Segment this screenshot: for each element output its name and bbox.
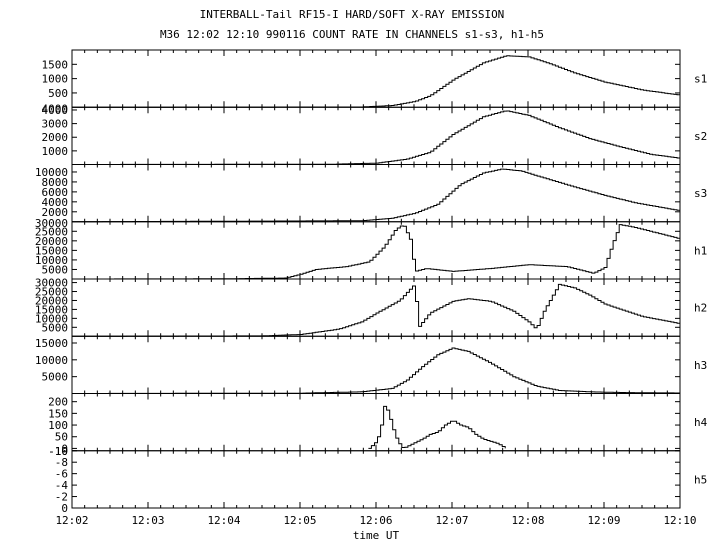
panel-h3: 5000 10000 15000 h3 bbox=[35, 335, 707, 394]
x-tick-label: 12:09 bbox=[587, 514, 620, 527]
y-tick-label: 10000 bbox=[35, 354, 68, 367]
y-tick-label: 20000 bbox=[35, 294, 68, 307]
y-tick-label: 100 bbox=[48, 419, 68, 432]
y-tick-label: 4000 bbox=[42, 104, 69, 117]
series-label: h5 bbox=[694, 473, 707, 486]
series-label: s2 bbox=[694, 130, 707, 143]
y-tick-label: 0 bbox=[61, 442, 68, 455]
chart-title: INTERBALL-Tail RF15-I HARD/SOFT X-RAY EM… bbox=[200, 8, 505, 21]
y-tick-label: 500 bbox=[48, 87, 68, 100]
y-tick-label: 25000 bbox=[35, 286, 68, 299]
y-tick-label: -10 bbox=[48, 445, 68, 458]
chart-subtitle: M36 12:02 12:10 990116 COUNT RATE IN CHA… bbox=[160, 28, 544, 41]
x-axis: 12:02 12:03 12:04 12:05 12:06 12:07 12:08 12:09… bbox=[55, 514, 696, 527]
y-tick-label: 0 bbox=[61, 502, 68, 515]
y-tick-label: 20000 bbox=[35, 235, 68, 248]
y-tick-label: 1000 bbox=[42, 145, 69, 158]
series-line-s3 bbox=[72, 168, 681, 223]
y-tick-label: 1000 bbox=[42, 73, 69, 86]
series-label: h1 bbox=[694, 244, 707, 257]
x-tick-label: 12:06 bbox=[359, 514, 392, 527]
y-tick-label: -10 bbox=[48, 445, 68, 458]
panels-group: 50010001500s110002000300040004000s220004… bbox=[35, 49, 708, 515]
series-line-s2 bbox=[72, 110, 681, 165]
x-axis-label: time UT bbox=[353, 529, 400, 542]
y-tick-label: -4 bbox=[55, 479, 69, 492]
y-tick-label: 6000 bbox=[42, 186, 69, 199]
panel-frame bbox=[71, 49, 681, 108]
y-tick-label: 5000 bbox=[42, 371, 69, 384]
x-tick-label: 12:02 bbox=[55, 514, 88, 527]
y-tick-label: 4000 bbox=[42, 196, 69, 209]
x-tick-label: 12:04 bbox=[207, 514, 240, 527]
y-tick-label: 200 bbox=[48, 396, 68, 409]
x-tick-label: 12:10 bbox=[663, 514, 696, 527]
panel-frame bbox=[71, 106, 681, 165]
series-line-h2 bbox=[72, 283, 681, 337]
y-tick-label: 2000 bbox=[42, 206, 69, 219]
series-label: h2 bbox=[694, 302, 707, 315]
panel-frame bbox=[71, 335, 681, 394]
y-tick-label: 2000 bbox=[42, 131, 69, 144]
y-tick-label: 1500 bbox=[42, 58, 69, 71]
panel-frame bbox=[71, 278, 681, 337]
y-tick-label: 3000 bbox=[42, 118, 69, 131]
series-line-h3 bbox=[72, 347, 680, 394]
y-tick-label: 30000 bbox=[35, 277, 68, 290]
y-tick-label: 10000 bbox=[35, 254, 68, 267]
y-tick-label: 15000 bbox=[35, 337, 68, 350]
panel-frame bbox=[71, 164, 681, 223]
y-tick-label: 5000 bbox=[42, 263, 69, 276]
x-tick-label: 12:08 bbox=[511, 514, 544, 527]
y-tick-label: 150 bbox=[48, 407, 68, 420]
panel-frame bbox=[71, 450, 681, 509]
x-tick-label: 12:05 bbox=[283, 514, 316, 527]
y-tick-label: -8 bbox=[55, 456, 68, 469]
y-tick-label: 10000 bbox=[35, 166, 68, 179]
y-tick-label: -2 bbox=[55, 491, 68, 504]
y-top-label: 30000 bbox=[35, 217, 68, 230]
panel-frame bbox=[71, 393, 681, 452]
panel-frame bbox=[71, 221, 681, 280]
series-label: h4 bbox=[694, 416, 708, 429]
y-tick-label: 25000 bbox=[35, 225, 68, 238]
y-tick-label: 10000 bbox=[35, 312, 68, 325]
y-tick-label: 5000 bbox=[42, 321, 69, 334]
y-tick-label: 8000 bbox=[42, 176, 69, 189]
series-line-h1 bbox=[72, 224, 681, 280]
x-tick-label: 12:07 bbox=[435, 514, 468, 527]
y-top-label: 4000 bbox=[42, 102, 69, 115]
series-line-s1 bbox=[72, 55, 681, 108]
y-tick-label: 15000 bbox=[35, 244, 68, 257]
y-tick-label: -6 bbox=[55, 468, 68, 481]
y-tick-label: 50 bbox=[55, 431, 68, 444]
series-label: s1 bbox=[694, 73, 707, 86]
series-label: h3 bbox=[694, 359, 707, 372]
series-line-h4 bbox=[368, 405, 506, 449]
x-tick-label: 12:03 bbox=[131, 514, 164, 527]
series-label: s3 bbox=[694, 187, 707, 200]
y-tick-label: 15000 bbox=[35, 303, 68, 316]
